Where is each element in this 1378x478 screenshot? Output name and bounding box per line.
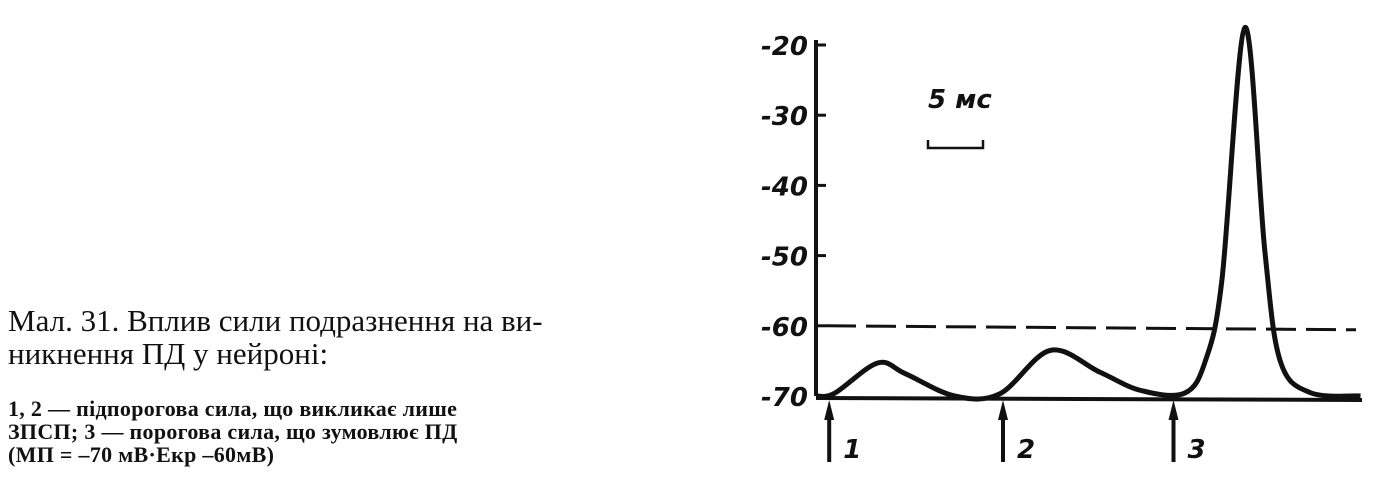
stimulus-label-3: 3 [1188,435,1206,465]
y-tick-label: -60 [761,313,808,343]
stimulus-label-2: 2 [1017,435,1035,465]
y-tick-label: -40 [761,172,808,202]
figure-caption-title: Мал. 31. Вплив сили подразнення на ви- н… [8,304,698,370]
y-tick-label: -70 [761,383,808,413]
y-tick-label: -50 [761,243,808,273]
caption-desc-line1: 1, 2 — підпорогова сила, що викликає лиш… [8,396,458,421]
baseline-axis [815,396,1363,402]
caption-title-line2: никнення ПД у нейроні: [8,336,329,371]
caption-title-line1: Мал. 31. Вплив сили подразнення на ви- [8,303,543,338]
potential-trace [815,24,1361,402]
arrow-head-icon [824,400,835,420]
arrow-head-icon [998,400,1008,420]
y-tick-label: -20 [761,32,808,62]
caption-desc-line2: ЗПСП; 3 — порогова сила, що зумовлює ПД [8,419,458,444]
caption-desc-line3: (МП = –70 мВ·Eкр –60мВ) [8,442,275,467]
scale-bar [926,140,985,150]
y-tick-label: -30 [761,102,808,132]
arrow-head-icon [1168,400,1179,420]
threshold-line [825,324,1357,332]
stimulus-label-1: 1 [843,435,861,465]
scale-bar-label: 5 мс [928,85,992,115]
figure-caption-description: 1, 2 — підпорогова сила, що викликає лиш… [8,397,698,466]
